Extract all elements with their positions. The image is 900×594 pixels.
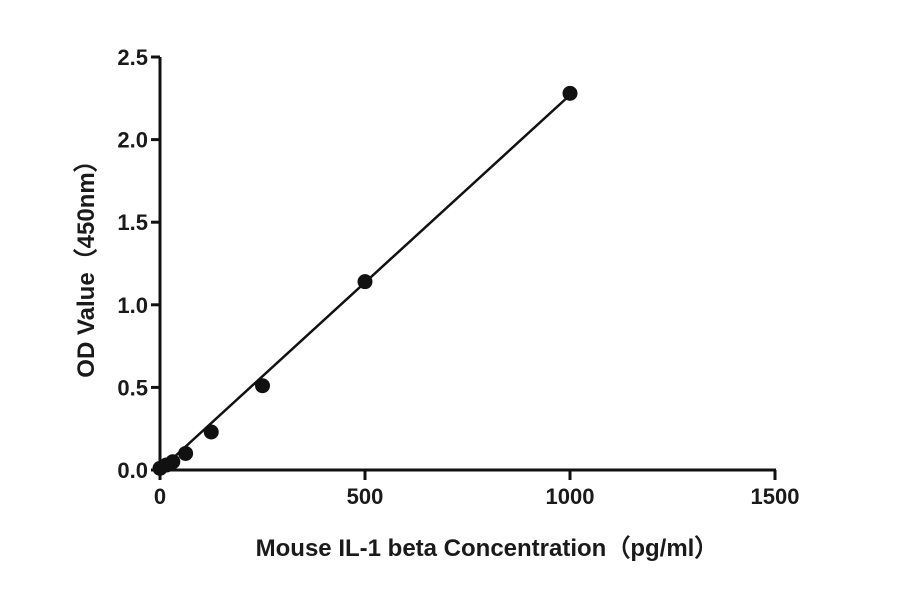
data-point xyxy=(178,445,194,461)
x-tick-label: 0 xyxy=(154,484,166,509)
x-axis-ticks: 0 500 1000 1500 xyxy=(154,470,800,509)
data-point xyxy=(165,454,181,470)
x-tick-label: 1000 xyxy=(546,484,595,509)
y-tick-label: 2.5 xyxy=(117,45,148,70)
y-tick-label: 1.0 xyxy=(117,293,148,318)
data-point xyxy=(203,424,219,440)
axes xyxy=(158,57,776,472)
y-tick-label: 0.0 xyxy=(117,458,148,483)
y-tick-label: 0.5 xyxy=(117,375,148,400)
y-axis-ticks: 0.0 0.5 1.0 1.5 2.0 2.5 xyxy=(117,45,160,483)
x-tick-label: 500 xyxy=(347,484,384,509)
data-point xyxy=(562,85,578,101)
data-points xyxy=(152,85,578,476)
data-point xyxy=(357,274,373,290)
x-tick-label: 1500 xyxy=(751,484,800,509)
data-point xyxy=(255,378,270,394)
y-tick-label: 2.0 xyxy=(117,128,148,153)
y-tick-label: 1.5 xyxy=(117,210,148,235)
x-axis-label: Mouse IL-1 beta Concentration（pg/ml） xyxy=(256,535,719,562)
y-axis-label: OD Value（450nm） xyxy=(73,148,100,377)
